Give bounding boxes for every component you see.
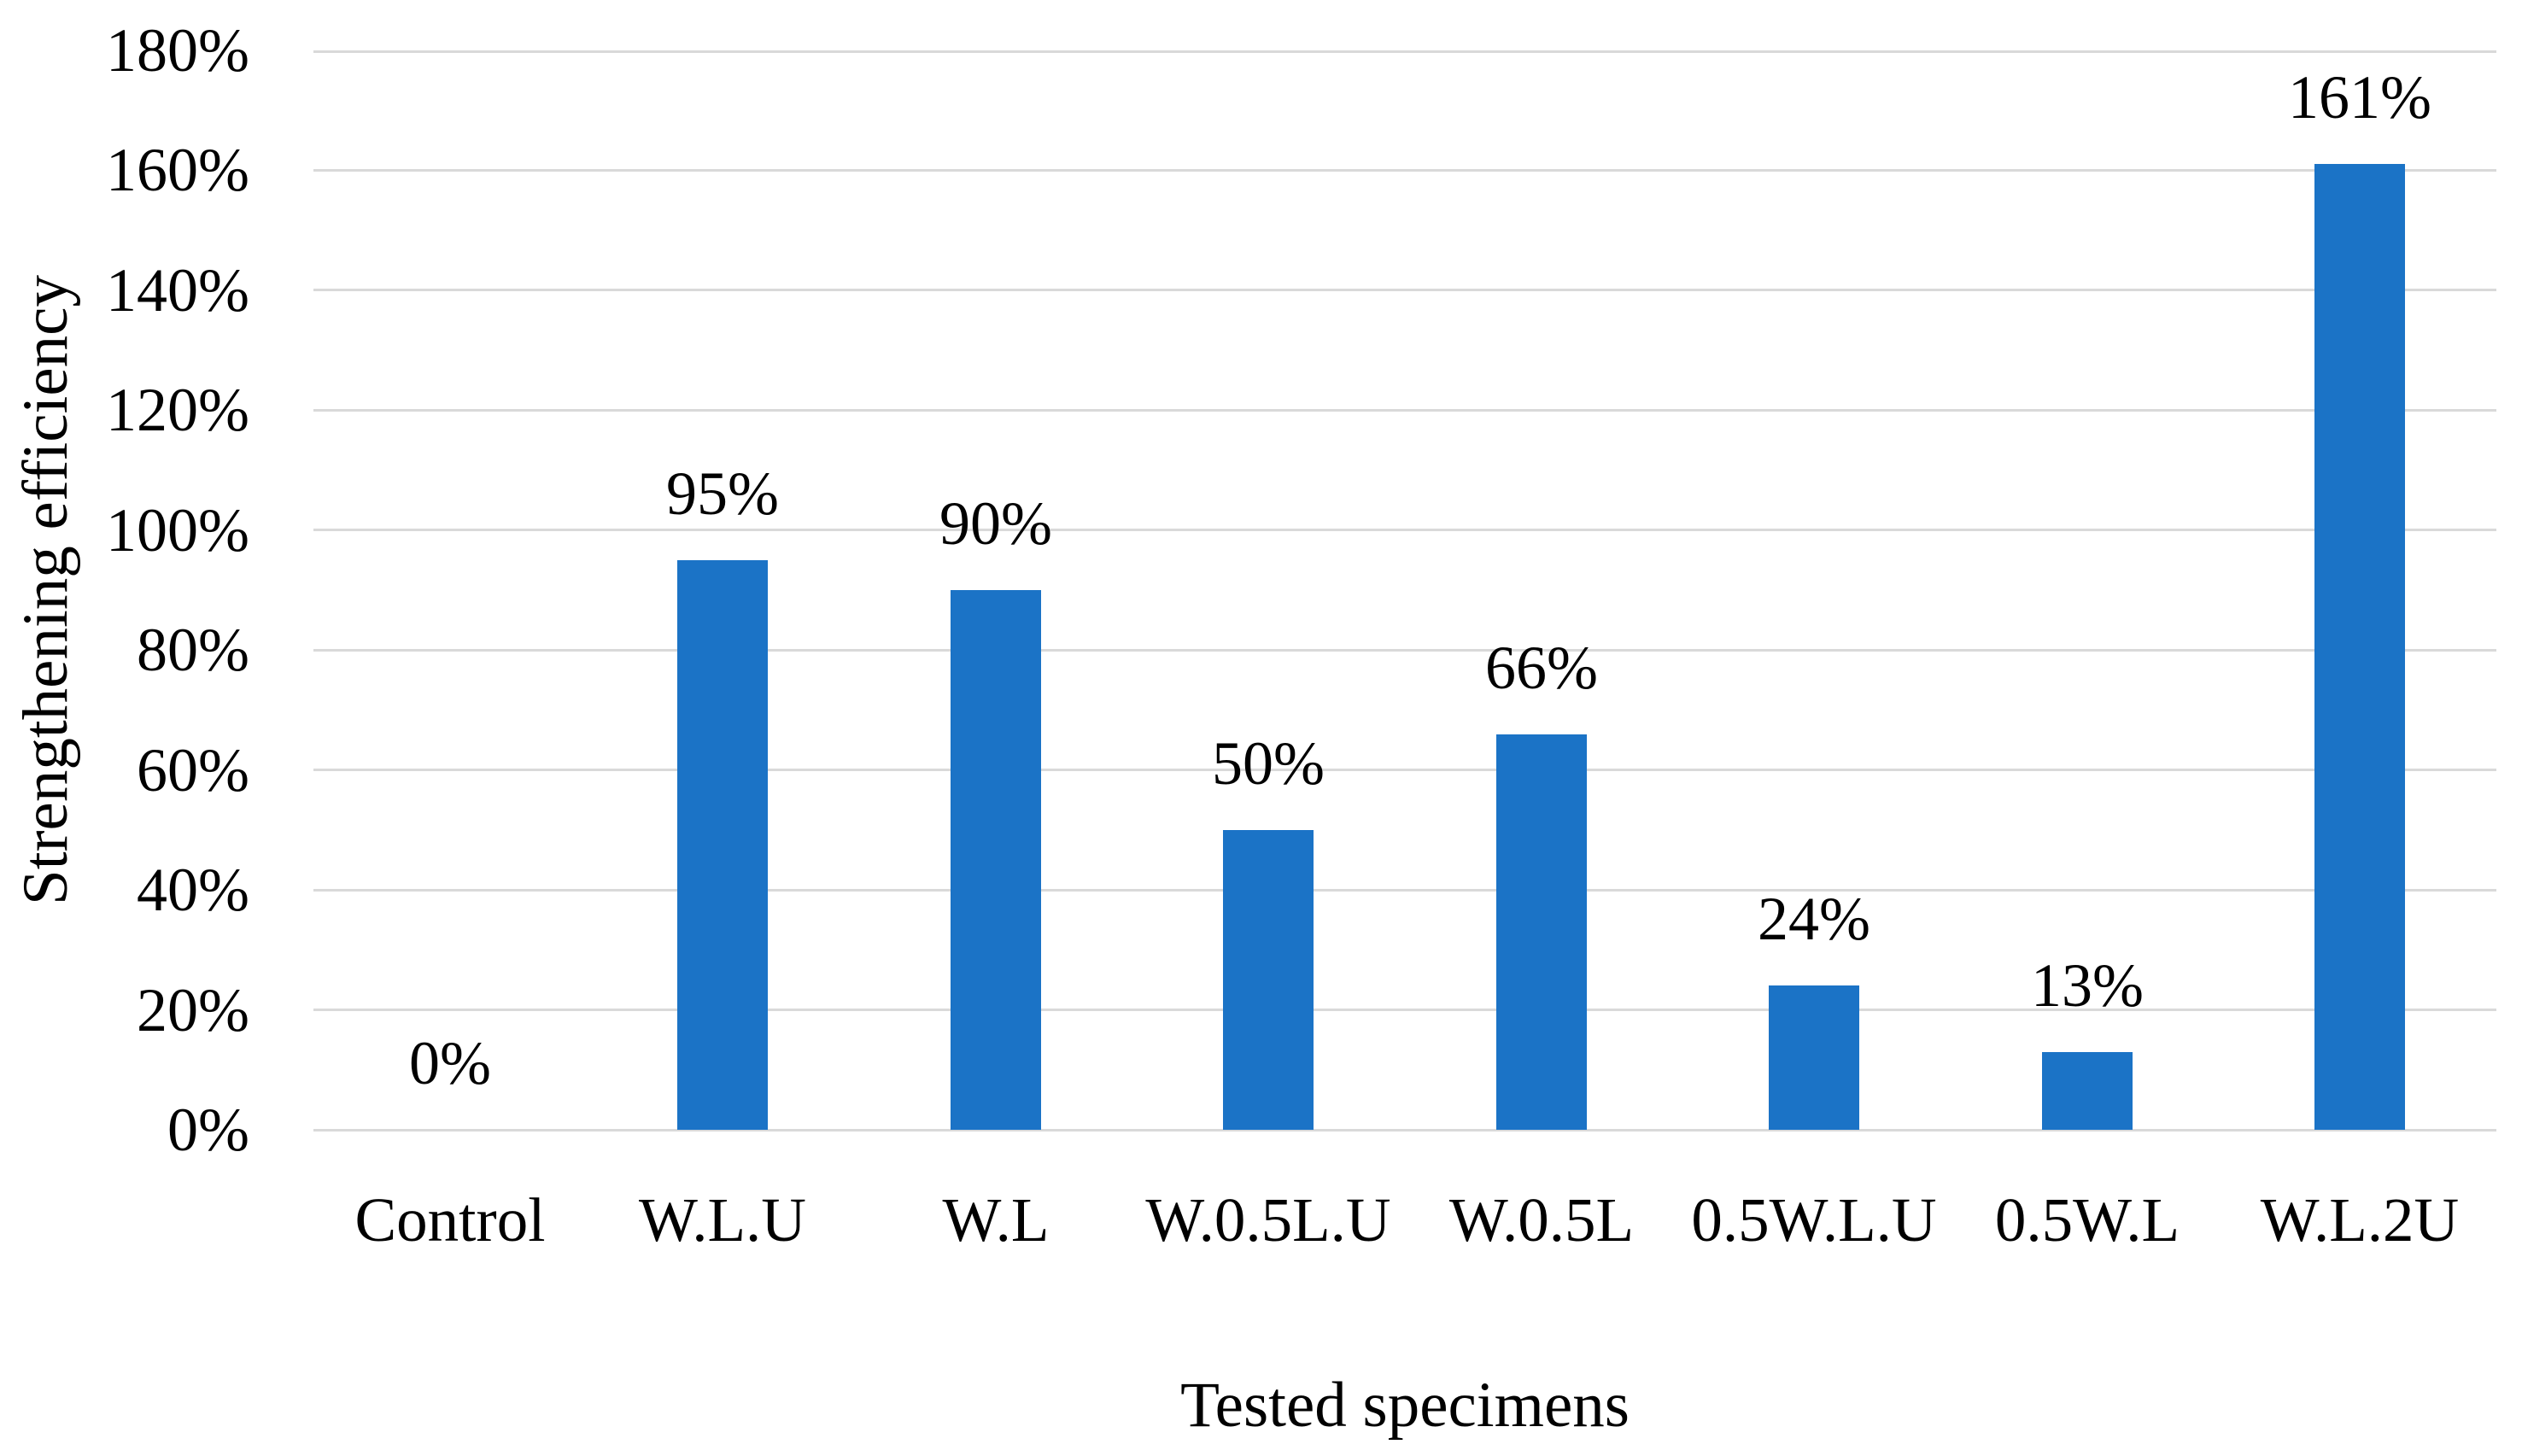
gridline [313,889,2496,892]
bar [677,560,768,1130]
x-axis-category-labels: Control W.L.U W.L W.0.5L.U W.0.5L 0.5W.L.U 0.5… [313,1189,2496,1266]
y-tick-label: 140% [106,256,249,325]
gridline [313,50,2496,53]
gridline [313,289,2496,291]
y-axis-tick-labels: 0% 20% 40% 60% 80% 100% 120% 140% 160% 180% [0,20,249,1161]
gridline [313,169,2496,172]
bar-value-label: 0% [409,1029,491,1097]
bar-value-label: 24% [1758,885,1870,953]
gridline [313,649,2496,652]
x-axis-title: Tested specimens [1180,1370,1630,1441]
bar [951,590,1041,1130]
bar [1769,985,1859,1130]
gridline [313,1009,2496,1011]
category-label: W.0.5L [1448,1185,1635,1254]
plot-area: 0% 95% 90% 50% 66% 24% 13% 161% [313,50,2496,1131]
bar-value-label: 13% [2031,951,2144,1020]
axis-baseline [313,1129,2496,1131]
category-label: 0.5W.L.U [1691,1185,1937,1254]
category-label: W.L.2U [2260,1185,2460,1254]
bar [1496,734,1587,1130]
bar-value-label: 161% [2288,63,2431,132]
y-tick-label: 160% [106,136,249,204]
bar-value-label: 66% [1485,634,1598,702]
bar-value-label: 95% [666,459,779,528]
category-label: 0.5W.L [1994,1185,2180,1254]
gridline [313,409,2496,412]
y-tick-label: 40% [137,856,249,924]
category-label: W.L.U [638,1185,807,1254]
bar [2042,1052,2133,1130]
y-tick-label: 180% [106,16,249,85]
category-label: W.L [942,1185,1050,1254]
y-tick-label: 60% [137,736,249,804]
category-label: Control [354,1185,546,1254]
y-tick-label: 100% [106,496,249,564]
gridline [313,529,2496,531]
bar [2314,164,2405,1130]
y-tick-label: 120% [106,376,249,444]
y-tick-label: 80% [137,616,249,684]
bar [1223,830,1314,1130]
y-tick-label: 0% [167,1096,249,1164]
bar-value-label: 50% [1212,729,1325,798]
bar-value-label: 90% [939,489,1052,558]
gridline [313,769,2496,771]
category-label: W.0.5L.U [1145,1185,1391,1254]
y-tick-label: 20% [137,976,249,1044]
